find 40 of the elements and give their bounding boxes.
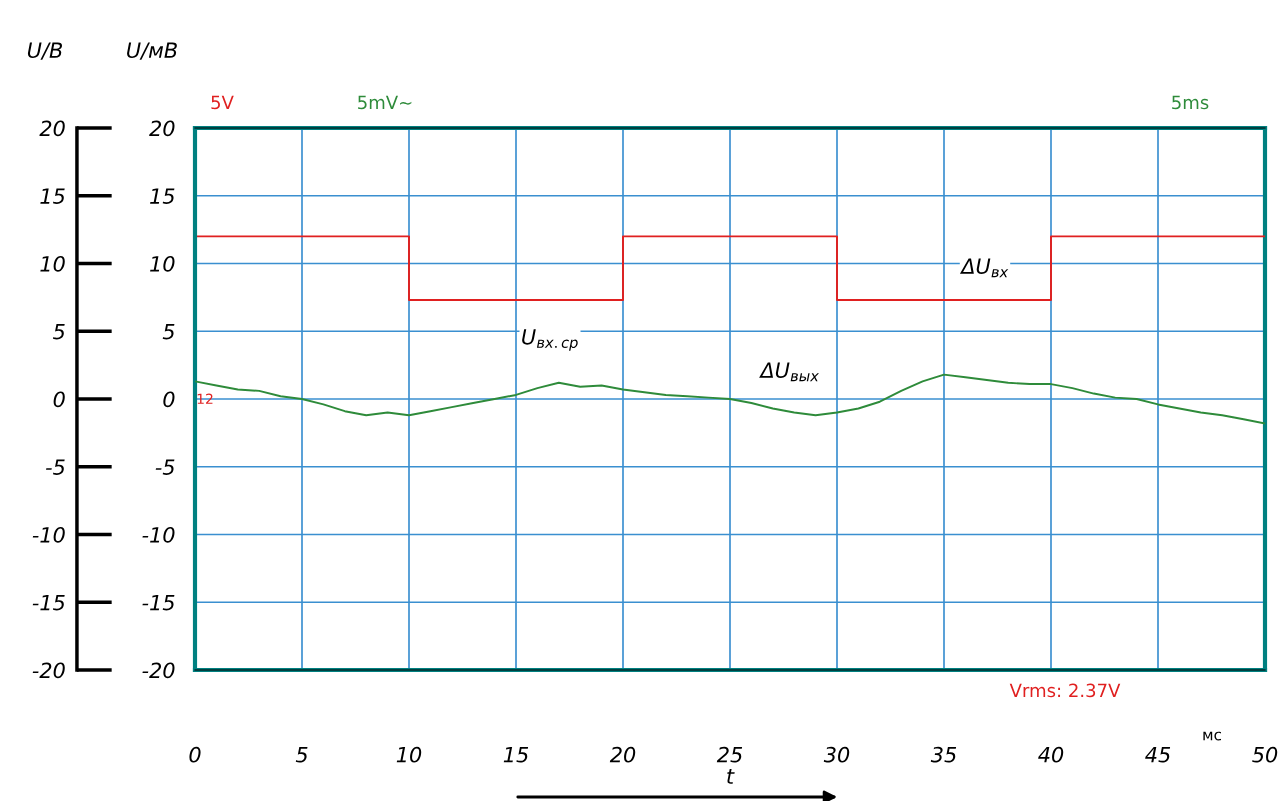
y2-tick-label: -10	[142, 526, 175, 543]
y2-tick-label: -5	[155, 459, 175, 475]
annotation: U$_{вх.ср}$	[522, 329, 578, 351]
y2-tick-label: -20	[142, 662, 175, 679]
y-tick-label: -20	[32, 662, 65, 679]
x-tick-label: 50	[1252, 746, 1278, 763]
y-axis-title: U/В	[27, 42, 63, 60]
y-tick-label: 15	[40, 188, 65, 204]
y-tick-label: 20	[39, 120, 65, 137]
y2-tick-label: 15	[150, 188, 175, 204]
text: 5V	[211, 95, 234, 110]
x-tick-label: 10	[396, 746, 422, 763]
y-tick-label: 0	[53, 391, 65, 408]
x-tick-label: 40	[1038, 746, 1064, 763]
x-tick-label: 30	[823, 746, 850, 763]
annotation: ΔU$_{вых}$	[759, 362, 819, 382]
y2-tick-label: 20	[149, 120, 175, 137]
x-tick-label: 0	[189, 746, 201, 763]
x-axis-title: t	[727, 769, 735, 784]
text: Vrms: 2.37V	[1009, 683, 1121, 698]
x-tick-label: 20	[609, 746, 636, 763]
text: 5ms	[1172, 95, 1209, 110]
y2-tick-label: 5	[162, 323, 175, 340]
x-tick-label: 5	[295, 747, 308, 763]
x-tick-label: 35	[930, 746, 957, 763]
text: мс	[1203, 731, 1222, 741]
y-tick-label: -10	[32, 526, 65, 543]
text: 5mV~	[358, 95, 412, 110]
y2-tick-label: 10	[150, 255, 175, 272]
y2-tick-label: -15	[142, 594, 175, 611]
x-tick-label: 45	[1145, 747, 1171, 763]
annotation: ΔU$_{вх}$	[959, 258, 1009, 278]
y-tick-label: -15	[32, 594, 65, 611]
y2-tick-label: 0	[163, 391, 175, 408]
y2-axis-title: U/мВ	[127, 42, 177, 60]
y-tick-label: -5	[46, 459, 65, 475]
y-tick-label: 5	[52, 323, 65, 340]
y-tick-label: 10	[40, 255, 65, 272]
x-tick-label: 25	[716, 746, 743, 763]
x-tick-label: 15	[503, 747, 529, 763]
